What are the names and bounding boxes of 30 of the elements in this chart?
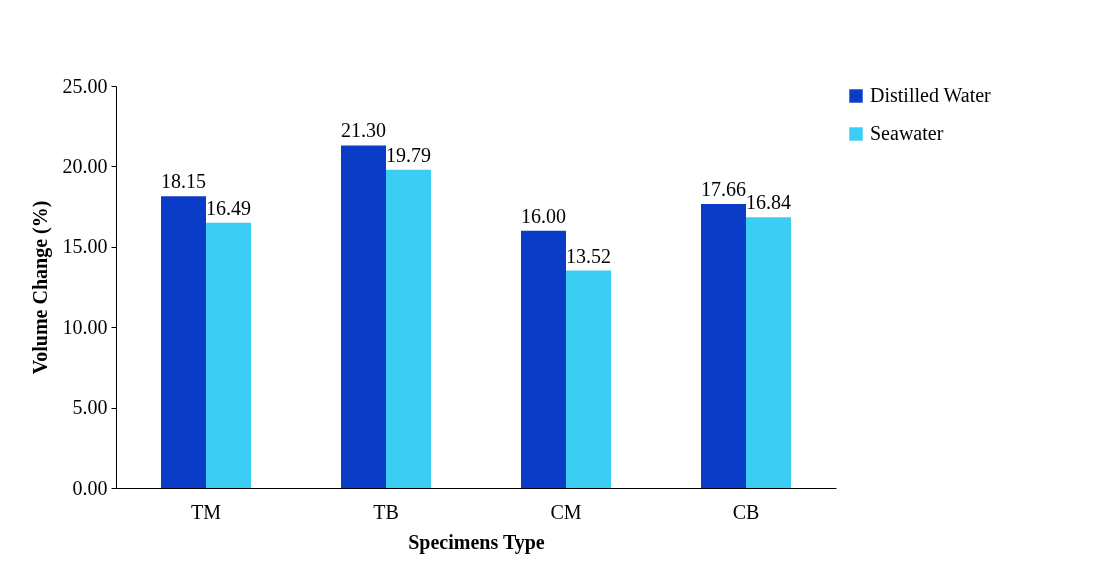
y-tick-label: 10.00	[62, 315, 108, 338]
data-label: 21.30	[341, 119, 386, 142]
data-label: 16.49	[206, 196, 251, 219]
bar	[206, 222, 251, 488]
legend-label: Seawater	[870, 122, 944, 144]
bar	[701, 204, 746, 488]
y-tick-label: 25.00	[62, 74, 108, 97]
data-label: 19.79	[386, 143, 431, 166]
bar	[341, 145, 386, 488]
data-label: 18.15	[161, 170, 206, 193]
data-label: 16.84	[746, 191, 791, 214]
data-label: 17.66	[701, 178, 746, 201]
y-tick-label: 5.00	[72, 396, 108, 419]
x-tick-label: CB	[732, 500, 760, 523]
x-tick-label: TM	[191, 500, 222, 523]
bar	[521, 230, 566, 488]
x-tick-label: TB	[373, 500, 399, 523]
bar	[386, 169, 431, 488]
bar	[161, 196, 206, 488]
x-axis-title: Specimens Type	[408, 530, 545, 554]
bar	[566, 270, 611, 488]
y-tick-label: 15.00	[62, 235, 108, 258]
bar	[746, 217, 791, 488]
data-label: 16.00	[521, 204, 566, 227]
y-tick-label: 0.00	[72, 476, 108, 499]
y-axis-title: Volume Change (%)	[28, 200, 52, 375]
data-label: 13.52	[566, 244, 611, 267]
y-tick-label: 20.00	[62, 154, 108, 177]
x-tick-label: CM	[550, 500, 582, 523]
legend-label: Distilled Water	[870, 84, 992, 106]
